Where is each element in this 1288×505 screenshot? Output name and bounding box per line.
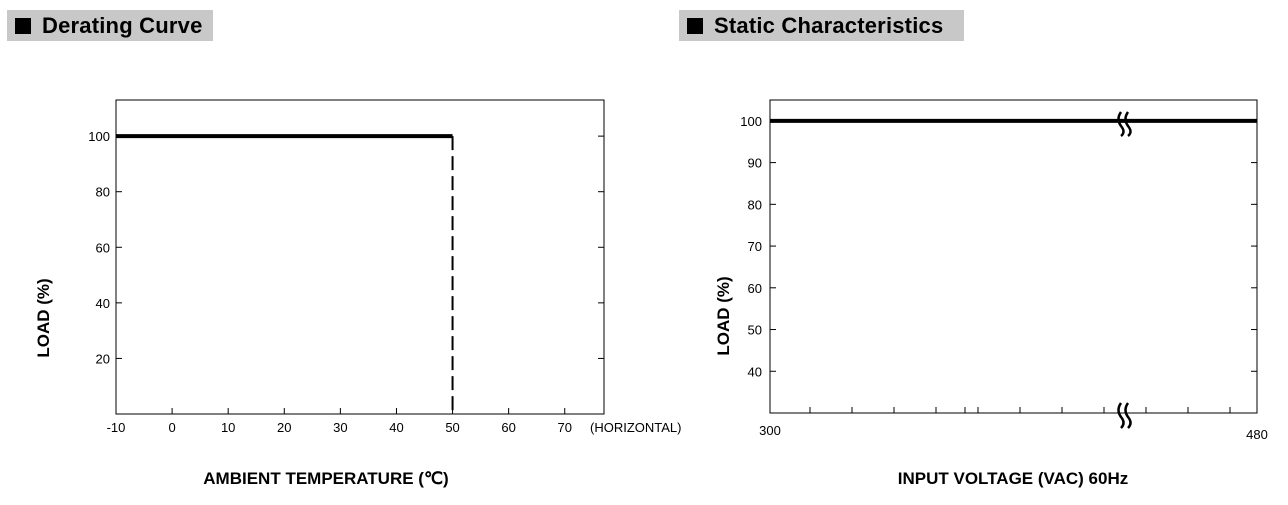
- bottom-axis-break-mark: [1117, 402, 1132, 429]
- x-tick-label: 40: [389, 420, 403, 435]
- x-tick-label: 50: [445, 420, 459, 435]
- y-tick-label: 60: [96, 240, 110, 255]
- y-tick-label: 90: [748, 156, 762, 171]
- y-tick-label: 80: [96, 185, 110, 200]
- static-x-axis-label: INPUT VOLTAGE (VAC) 60Hz: [898, 469, 1128, 488]
- derating-x-suffix: (HORIZONTAL): [590, 420, 681, 435]
- derating-curve-chart: 20 40 60 80 100 -10 0 10 20 30 40 50 60 70 (HORIZONT…: [34, 99, 681, 488]
- y-tick-label: 80: [748, 197, 762, 212]
- derating-plot-frame: [115, 99, 605, 415]
- y-tick-label: 100: [88, 129, 110, 144]
- y-tick-label: 40: [748, 364, 762, 379]
- static-characteristics-chart: 40 50 60 70 80 90 100 300 480 INPUT VOLTAGE (VA…: [714, 99, 1268, 488]
- derating-x-axis-label: AMBIENT TEMPERATURE (℃): [203, 469, 448, 488]
- x-tick-label: 30: [333, 420, 347, 435]
- y-tick-label: 60: [748, 281, 762, 296]
- x-tick-label: 60: [501, 420, 515, 435]
- derating-y-axis-label: LOAD (%): [34, 278, 53, 357]
- y-tick-label: 70: [748, 239, 762, 254]
- x-tick-label: 10: [221, 420, 235, 435]
- static-characteristics-header: Static Characteristics: [679, 10, 964, 41]
- y-tick-label: 40: [96, 296, 110, 311]
- x-tick-label: -10: [107, 420, 126, 435]
- x-tick-label: 480: [1246, 427, 1268, 442]
- static-characteristics-title: Static Characteristics: [714, 12, 944, 38]
- derating-curve-title: Derating Curve: [42, 12, 203, 38]
- x-tick-label: 70: [558, 420, 572, 435]
- y-tick-label: 100: [740, 114, 762, 129]
- x-tick-label: 300: [759, 423, 781, 438]
- static-y-axis-label: LOAD (%): [714, 276, 733, 355]
- derating-curve-header: Derating Curve: [7, 10, 213, 41]
- static-plot-frame: [769, 99, 1258, 414]
- black-square-icon: [687, 17, 703, 34]
- black-square-icon: [15, 17, 31, 34]
- top-axis-break-mark: [1117, 111, 1132, 137]
- x-tick-label: 20: [277, 420, 291, 435]
- y-tick-label: 20: [96, 351, 110, 366]
- y-tick-label: 50: [748, 323, 762, 338]
- x-tick-label: 0: [168, 420, 175, 435]
